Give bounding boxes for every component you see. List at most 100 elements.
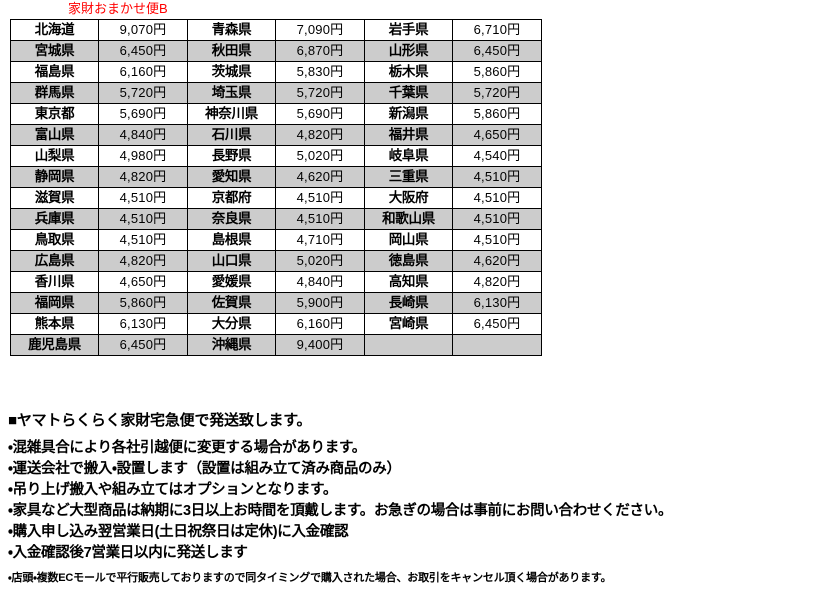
prefecture-cell: 沖縄県 [187,334,276,356]
fee-cell: 6,160円 [275,313,365,335]
prefecture-cell: 富山県 [10,124,99,146]
fee-cell: 4,510円 [452,166,542,188]
fee-cell [452,334,542,356]
prefecture-cell: 兵庫県 [10,208,99,230]
fee-cell: 6,450円 [452,40,542,62]
prefecture-cell: 大阪府 [364,187,453,209]
prefecture-cell: 東京都 [10,103,99,125]
table-row: 東京都 5,690円 神奈川県 5,690円 新潟県 5,860円 [10,103,542,125]
prefecture-cell: 滋賀県 [10,187,99,209]
prefecture-cell: 島根県 [187,229,276,251]
prefecture-cell: 新潟県 [364,103,453,125]
prefecture-cell: 石川県 [187,124,276,146]
table-row: 静岡県 4,820円 愛知県 4,620円 三重県 4,510円 [10,166,542,188]
prefecture-cell: 秋田県 [187,40,276,62]
prefecture-cell: 山形県 [364,40,453,62]
prefecture-cell: 三重県 [364,166,453,188]
prefecture-cell: 埼玉県 [187,82,276,104]
notes-line-list: ・混雑具合により各社引越便に変更する場合があります。 ・運送会社で搬入・設置します… [8,438,818,564]
prefecture-cell: 長崎県 [364,292,453,314]
table-row: 北海道 9,070円 青森県 7,090円 岩手県 6,710円 [10,19,542,41]
prefecture-cell: 岐阜県 [364,145,453,167]
fee-cell: 5,720円 [98,82,188,104]
fee-cell: 5,690円 [275,103,365,125]
prefecture-cell: 和歌山県 [364,208,453,230]
fee-cell: 4,620円 [452,250,542,272]
notes-fine-print: ・店頭・複数ECモールで平行販売しておりますので同タイミングで購入された場合、お… [8,572,612,584]
prefecture-cell: 群馬県 [10,82,99,104]
fee-cell: 9,400円 [275,334,365,356]
prefecture-cell: 鳥取県 [10,229,99,251]
fee-cell: 5,020円 [275,250,365,272]
prefecture-cell: 鹿児島県 [10,334,99,356]
prefecture-cell: 大分県 [187,313,276,335]
fee-cell: 5,830円 [275,61,365,83]
fee-cell: 5,020円 [275,145,365,167]
shipping-fee-table-container: 北海道 9,070円 青森県 7,090円 岩手県 6,710円 宮城県 6,450円 秋田県 6… [10,19,542,356]
notes-line: ・混雑具合により各社引越便に変更する場合があります。 [8,440,366,456]
fee-cell: 5,690円 [98,103,188,125]
prefecture-cell: 香川県 [10,271,99,293]
fee-cell: 4,510円 [98,187,188,209]
prefecture-cell: 茨城県 [187,61,276,83]
fee-cell: 4,840円 [98,124,188,146]
fee-cell: 4,820円 [452,271,542,293]
prefecture-cell: 岡山県 [364,229,453,251]
shipping-notes: ■ヤマトらくらく家財宅急便で発送致します。 ・混雑具合により各社引越便に変更する… [8,410,818,587]
table-row: 宮城県 6,450円 秋田県 6,870円 山形県 6,450円 [10,40,542,62]
table-row: 滋賀県 4,510円 京都府 4,510円 大阪府 4,510円 [10,187,542,209]
table-row: 群馬県 5,720円 埼玉県 5,720円 千葉県 5,720円 [10,82,542,104]
table-row: 鹿児島県 6,450円 沖縄県 9,400円 [10,334,542,356]
fee-cell: 7,090円 [275,19,365,41]
fee-cell: 4,820円 [98,166,188,188]
fee-cell: 4,510円 [452,229,542,251]
notes-line: ・家具など大型商品は納期に3日以上お時間を頂戴します。お急ぎの場合は事前にお問い… [8,503,673,519]
prefecture-cell: 愛媛県 [187,271,276,293]
fee-cell: 4,510円 [452,187,542,209]
table-row: 広島県 4,820円 山口県 5,020円 徳島県 4,620円 [10,250,542,272]
fee-cell: 4,510円 [275,187,365,209]
fee-cell: 4,820円 [275,124,365,146]
table-row: 熊本県 6,130円 大分県 6,160円 宮崎県 6,450円 [10,313,542,335]
prefecture-cell: 佐賀県 [187,292,276,314]
fee-cell: 6,450円 [98,334,188,356]
prefecture-cell: 奈良県 [187,208,276,230]
prefecture-cell: 熊本県 [10,313,99,335]
table-row: 鳥取県 4,510円 島根県 4,710円 岡山県 4,510円 [10,229,542,251]
page-title: 家財おまかせ便B [68,1,168,16]
prefecture-cell: 高知県 [364,271,453,293]
fee-cell: 4,620円 [275,166,365,188]
prefecture-cell: 長野県 [187,145,276,167]
fee-cell: 4,840円 [275,271,365,293]
notes-heading: ■ヤマトらくらく家財宅急便で発送致します。 [8,412,312,429]
fee-cell: 5,860円 [452,103,542,125]
prefecture-cell: 神奈川県 [187,103,276,125]
prefecture-cell: 愛知県 [187,166,276,188]
prefecture-cell: 千葉県 [364,82,453,104]
fee-cell: 4,510円 [275,208,365,230]
fee-cell: 4,650円 [98,271,188,293]
fee-cell: 6,160円 [98,61,188,83]
prefecture-cell: 福井県 [364,124,453,146]
fee-cell: 6,710円 [452,19,542,41]
notes-line: ・入金確認後7営業日以内に発送します [8,545,248,561]
fee-cell: 4,510円 [452,208,542,230]
shipping-fee-table: 北海道 9,070円 青森県 7,090円 岩手県 6,710円 宮城県 6,450円 秋田県 6… [10,19,542,356]
table-row: 兵庫県 4,510円 奈良県 4,510円 和歌山県 4,510円 [10,208,542,230]
prefecture-cell: 北海道 [10,19,99,41]
table-row: 福島県 6,160円 茨城県 5,830円 栃木県 5,860円 [10,61,542,83]
prefecture-cell: 広島県 [10,250,99,272]
prefecture-cell [364,334,453,356]
fee-cell: 4,540円 [452,145,542,167]
notes-line: ・吊り上げ搬入や組み立てはオプションとなります。 [8,482,338,498]
prefecture-cell: 福島県 [10,61,99,83]
fee-cell: 6,450円 [98,40,188,62]
prefecture-cell: 京都府 [187,187,276,209]
fee-cell: 4,980円 [98,145,188,167]
prefecture-cell: 青森県 [187,19,276,41]
fee-cell: 6,450円 [452,313,542,335]
table-row: 香川県 4,650円 愛媛県 4,840円 高知県 4,820円 [10,271,542,293]
fee-cell: 6,130円 [452,292,542,314]
prefecture-cell: 宮城県 [10,40,99,62]
prefecture-cell: 栃木県 [364,61,453,83]
